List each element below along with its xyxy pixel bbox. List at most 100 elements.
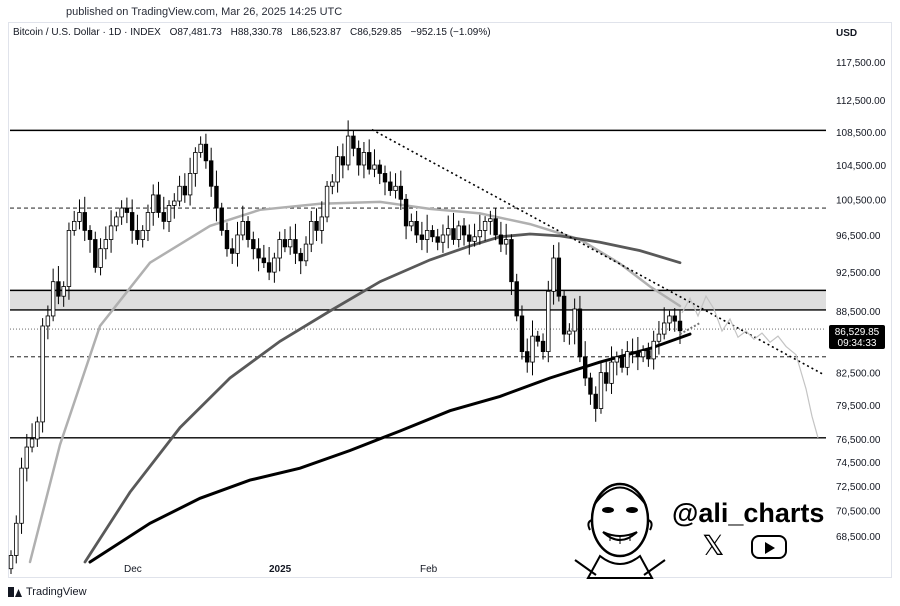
candle-body xyxy=(546,290,551,353)
published-caption: published on TradingView.com, Mar 26, 20… xyxy=(66,6,343,18)
youtube-icon[interactable] xyxy=(751,535,787,559)
candle-body xyxy=(72,221,77,231)
y-tick-label: 92,500.00 xyxy=(836,268,881,279)
tradingview-logo-icon xyxy=(8,587,22,597)
candle-body xyxy=(361,152,367,166)
currency-label[interactable]: USD xyxy=(836,28,858,39)
candle-body xyxy=(540,340,546,353)
candle-body xyxy=(124,207,130,213)
candle-body xyxy=(282,239,288,248)
candle-body xyxy=(456,225,461,240)
author-handle: @ali_charts xyxy=(672,498,825,528)
candle-body xyxy=(119,207,124,218)
candle-body xyxy=(403,198,409,227)
candle-body xyxy=(161,212,166,222)
candle-body xyxy=(256,248,261,259)
candle-body xyxy=(351,135,356,149)
projected-price-path xyxy=(681,294,819,438)
candle-body xyxy=(572,308,577,332)
candle-body xyxy=(108,225,114,240)
candle-body xyxy=(388,181,393,191)
candle-body xyxy=(461,225,467,236)
candle-body xyxy=(66,230,72,287)
chart-frame xyxy=(8,22,892,578)
legend-change: −952.15 (−1.09%) xyxy=(410,27,491,38)
last-price-label: 86,529.85 xyxy=(835,327,880,338)
countdown-label: 09:34:33 xyxy=(838,338,877,349)
candle-body xyxy=(224,230,230,250)
candle-body xyxy=(424,230,430,240)
legend-open: O87,481.73 xyxy=(169,27,222,38)
candle-body xyxy=(98,248,103,268)
y-tick-label: 104,500.00 xyxy=(836,161,886,172)
candle-body xyxy=(509,239,514,283)
candle-body xyxy=(493,218,498,236)
candle-body xyxy=(303,243,309,262)
legend-symbol[interactable]: Bitcoin / U.S. Dollar · 1D · INDEX xyxy=(13,27,161,38)
candle-body xyxy=(214,185,219,209)
candle-body xyxy=(635,352,641,358)
candle-body xyxy=(50,281,56,317)
tradingview-brand-label: TradingView xyxy=(26,586,87,598)
cartoon-avatar-icon xyxy=(574,482,666,579)
candle-body xyxy=(261,257,267,264)
y-tick-label: 112,500.00 xyxy=(836,96,886,107)
candle-body xyxy=(251,239,256,250)
candle-body xyxy=(129,212,135,231)
candle-body xyxy=(266,262,272,273)
candle-body xyxy=(145,212,151,231)
candle-body xyxy=(472,236,477,242)
candle-body xyxy=(135,230,140,240)
x-logo-icon[interactable]: 𝕏 xyxy=(702,530,725,561)
candle-body xyxy=(45,315,51,327)
candle-body xyxy=(377,164,382,174)
candle-body xyxy=(477,230,483,238)
candle-body xyxy=(435,236,440,243)
candle-body xyxy=(151,194,156,213)
y-tick-label: 76,500.00 xyxy=(836,435,881,446)
candle-body xyxy=(514,281,519,317)
last-price-tag xyxy=(829,325,885,349)
candle-body xyxy=(19,467,24,524)
candle-body xyxy=(430,230,435,238)
candle-body xyxy=(398,185,404,200)
candle-body xyxy=(29,438,35,448)
candle-body xyxy=(172,200,177,206)
candle-body xyxy=(114,216,119,227)
y-tick-label: 68,500.00 xyxy=(836,532,881,543)
candle-body xyxy=(367,152,372,170)
candle-body xyxy=(525,351,530,363)
candle-body xyxy=(656,333,662,342)
moving-average-line xyxy=(28,200,682,564)
x-tick-feb: Feb xyxy=(420,564,438,575)
candle-body xyxy=(419,234,425,240)
x-tick-dec: Dec xyxy=(124,564,142,575)
legend-high: H88,330.78 xyxy=(230,27,283,38)
candle-body xyxy=(240,221,245,236)
candle-body xyxy=(414,221,419,236)
y-tick-label: 117,500.00 xyxy=(836,58,886,69)
candle-body xyxy=(640,350,646,358)
legend-low: L86,523.87 xyxy=(291,27,342,38)
candle-body xyxy=(56,281,61,297)
candle-body xyxy=(409,221,414,227)
candle-body xyxy=(14,522,19,556)
candle-body xyxy=(245,221,251,240)
candle-body xyxy=(287,239,293,248)
candle-body xyxy=(614,356,619,363)
candle-body xyxy=(393,185,398,191)
y-tick-label: 88,500.00 xyxy=(836,307,881,318)
candle-body xyxy=(567,330,572,335)
candle-body xyxy=(182,185,188,196)
descending-trendline xyxy=(371,128,825,376)
candle-body xyxy=(140,230,145,240)
candle-body xyxy=(230,248,235,254)
candle-body xyxy=(219,207,224,231)
candle-body xyxy=(293,239,298,254)
candle-body xyxy=(203,143,209,162)
candle-body xyxy=(156,194,161,213)
tradingview-brand[interactable]: TradingView xyxy=(8,586,87,598)
candle-body xyxy=(166,205,172,222)
candle-body xyxy=(356,147,361,166)
